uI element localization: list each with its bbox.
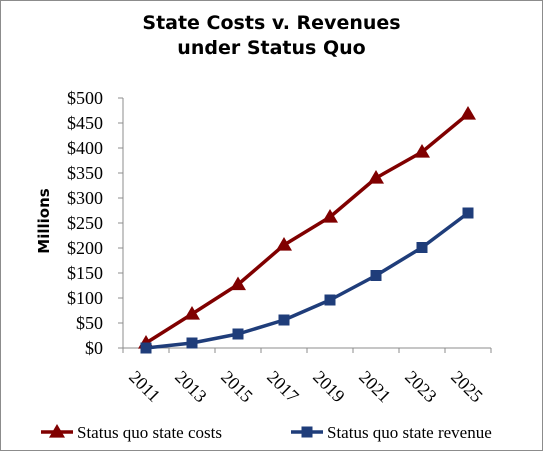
x-tick-label: 2015: [217, 367, 257, 407]
data-point-costs: [460, 106, 476, 120]
data-point-revenue: [232, 328, 244, 340]
data-point-revenue: [140, 342, 152, 354]
y-tick-label: $150: [67, 263, 103, 283]
y-tick-label: $300: [67, 188, 103, 208]
data-point-costs: [322, 209, 338, 223]
data-point-costs: [414, 144, 430, 158]
x-tick-label: 2011: [125, 367, 164, 406]
y-tick-label: $250: [67, 213, 103, 233]
y-tick-label: $450: [67, 113, 103, 133]
y-tick-label: $200: [67, 238, 103, 258]
x-tick-label: 2023: [401, 367, 441, 407]
x-tick-label: 2021: [355, 367, 395, 407]
data-point-revenue: [462, 207, 474, 219]
x-tick-label: 2017: [263, 367, 303, 407]
y-tick-label: $50: [76, 313, 103, 333]
x-tick-label: 2013: [171, 367, 211, 407]
y-tick-label: $500: [67, 88, 103, 108]
x-tick-label: 2025: [447, 367, 487, 407]
data-point-revenue: [416, 242, 428, 253]
legend-marker-triangle: [49, 424, 65, 438]
legend-label: Status quo state revenue: [327, 423, 492, 442]
data-point-costs: [184, 306, 200, 320]
series-line-costs: [145, 112, 470, 345]
legend-label: Status quo state costs: [77, 423, 222, 442]
y-axis-label: Millions: [35, 188, 53, 253]
chart-title: State Costs v. Revenues under Status Quo: [1, 11, 542, 61]
data-point-revenue: [324, 294, 336, 306]
data-point-revenue: [278, 314, 290, 326]
chart-title-line-2: under Status Quo: [177, 37, 366, 59]
y-tick-label: $400: [67, 138, 103, 158]
data-point-costs: [230, 276, 246, 291]
data-point-revenue: [370, 270, 382, 281]
y-tick-label: $100: [67, 288, 103, 308]
x-tick-label: 2019: [309, 367, 349, 407]
data-point-costs: [368, 170, 384, 184]
y-tick-label: $0: [85, 338, 103, 358]
series-line-revenue: [145, 211, 470, 350]
legend-marker-square: [301, 426, 313, 438]
chart-title-line-1: State Costs v. Revenues: [142, 12, 401, 34]
y-tick-label: $350: [67, 163, 103, 183]
data-point-costs: [276, 237, 292, 251]
data-point-revenue: [186, 337, 198, 349]
